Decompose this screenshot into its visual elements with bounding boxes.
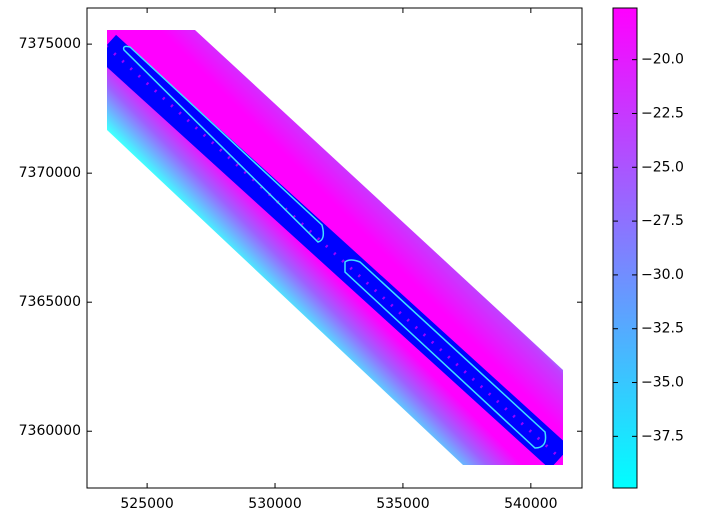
x-tick-label: 525000 [120,496,173,512]
x-tick-label: 530000 [248,496,301,512]
colorbar-tick-label: −35.0 [641,375,684,391]
x-tick-label: 535000 [376,496,429,512]
dense-core [107,34,563,465]
y-tick-label: 7375000 [19,36,81,52]
y-tick-label: 7370000 [19,165,81,181]
colorbar-tick-label: −22.5 [641,105,684,121]
contour [122,45,325,243]
x-tick-label: 540000 [504,496,557,512]
y-tick-label: 7360000 [19,423,81,439]
colorbar-tick-label: −32.5 [641,321,684,337]
colorbar-tick-label: −27.5 [641,213,684,229]
axes-frame [86,7,583,489]
y-tick-label: 7365000 [19,294,81,310]
colorbar-tick-label: −25.0 [641,159,684,175]
colorbar-tick-label: −20.0 [641,52,684,68]
colorbar [612,7,638,489]
colorbar-tick-label: −37.5 [641,428,684,444]
raster-image [107,30,563,465]
contour [344,259,547,449]
colorbar-tick-label: −30.0 [641,267,684,283]
